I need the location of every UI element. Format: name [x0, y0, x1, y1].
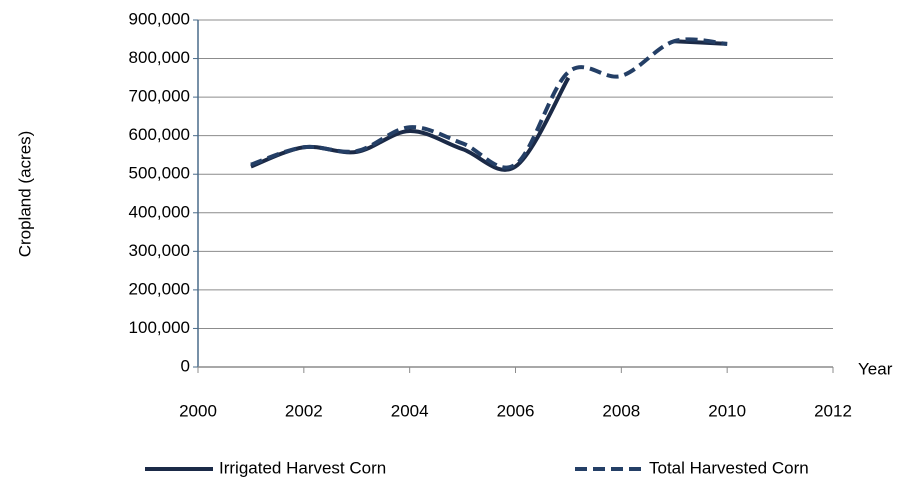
legend-label: Total Harvested Corn — [649, 458, 809, 477]
y-tick-label: 200,000 — [129, 279, 190, 298]
y-tick-label: 0 — [181, 356, 190, 375]
legend-label: Irrigated Harvest Corn — [219, 458, 386, 477]
x-tick-label: 2004 — [391, 401, 429, 420]
y-tick-label: 300,000 — [129, 241, 190, 260]
x-tick-label: 2008 — [602, 401, 640, 420]
x-tick-label: 2006 — [497, 401, 535, 420]
y-tick-label: 700,000 — [129, 87, 190, 106]
x-tick-label: 2002 — [285, 401, 323, 420]
y-tick-label: 900,000 — [129, 9, 190, 28]
series-line — [250, 37, 728, 170]
y-tick-label: 100,000 — [129, 318, 190, 337]
x-tick-label: 2000 — [179, 401, 217, 420]
y-tick-label: 400,000 — [129, 202, 190, 221]
y-axis-label: Cropland (acres) — [15, 131, 34, 258]
x-axis-label: Year — [858, 359, 893, 378]
y-tick-label: 800,000 — [129, 48, 190, 67]
y-tick-label: 600,000 — [129, 125, 190, 144]
y-tick-label: 500,000 — [129, 164, 190, 183]
x-tick-label: 2012 — [814, 401, 852, 420]
series-line — [250, 39, 728, 172]
x-tick-label: 2010 — [708, 401, 746, 420]
